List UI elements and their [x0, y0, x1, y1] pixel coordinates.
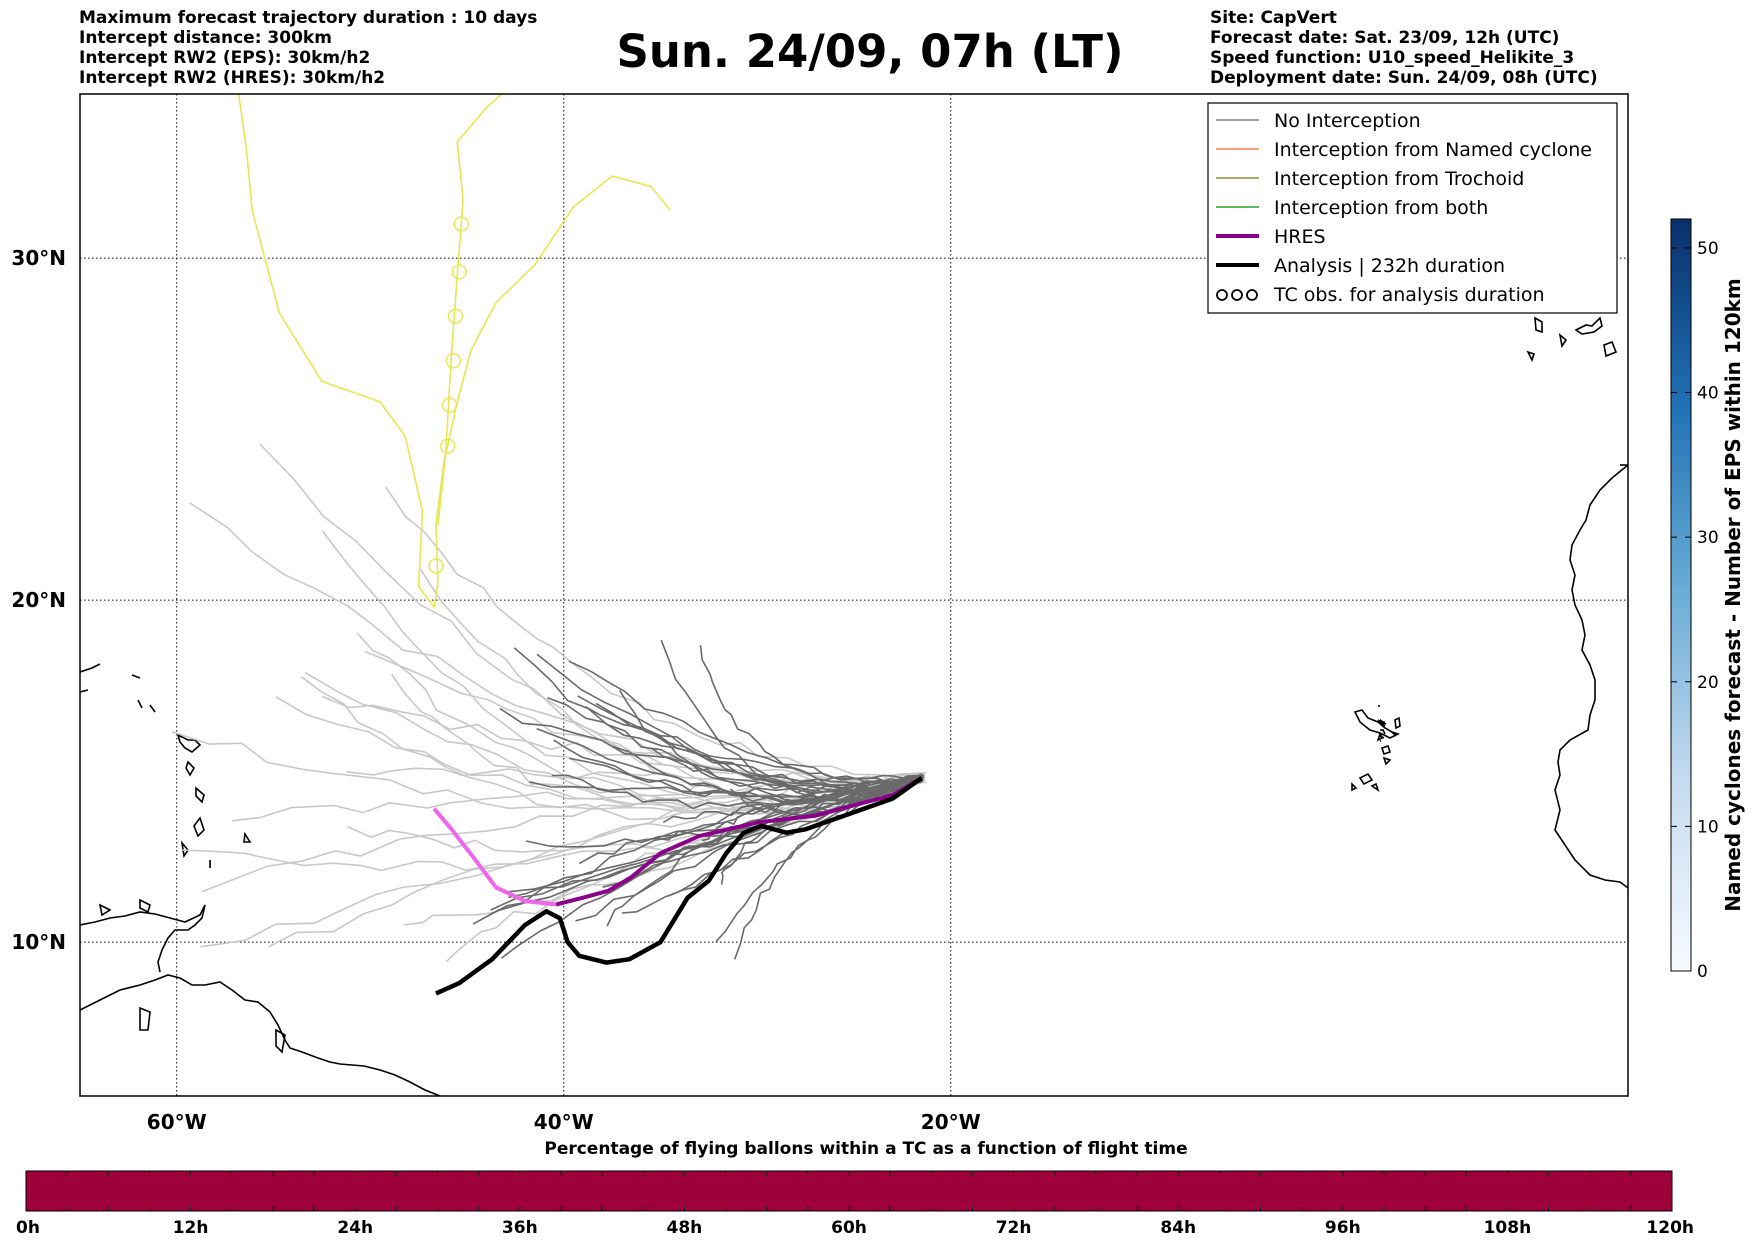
ensemble-track-no-interception [385, 486, 924, 784]
legend-loop-mark [1216, 289, 1228, 301]
coast-cv-islands-shapes [1380, 721, 1386, 735]
ensemble-track-no-interception [189, 502, 926, 785]
map-axis-labels: 60°W 40°W 20°W 10°N 20°N 30°N [11, 246, 980, 1134]
map-gridlines [80, 94, 1628, 1096]
map-title: Sun. 24/09, 07h (LT) [616, 25, 1124, 78]
header-line-max-duration: Maximum forecast trajectory duration : 1… [79, 8, 538, 28]
ensemble-track-near [699, 645, 925, 785]
trochoid-loop [439, 438, 456, 454]
trochoid-track [237, 94, 671, 609]
hres-track-extended [432, 807, 557, 907]
legend-box [1207, 102, 1618, 314]
header-line-forecast-date: Forecast date: Sat. 23/09, 12h (UTC) [1210, 28, 1560, 48]
map-frame [79, 93, 1629, 1097]
trochoid-loop [451, 264, 467, 280]
lat-tick-label: 30°N [11, 246, 66, 270]
colorbar-bottom-tick-label: 24h [337, 1218, 373, 1238]
colorbar-right-label: Named cyclones forecast - Number of EPS … [1721, 278, 1745, 912]
coastlines [80, 316, 1628, 1096]
colorbar-bottom: Percentage of flying ballons within a TC… [16, 1139, 1694, 1238]
ensemble-track-near [619, 689, 924, 799]
colorbar-bottom-title: Percentage of flying ballons within a TC… [544, 1139, 1187, 1159]
coast-south-america [80, 974, 441, 1096]
trochoid-loop [441, 397, 458, 413]
legend-label: No Interception [1274, 110, 1421, 132]
header-left-info: Maximum forecast trajectory duration : 1… [79, 8, 537, 88]
ensemble-track-near [499, 707, 921, 790]
legend-tc-obs-icon [1216, 289, 1258, 301]
header-line-rw2-hres: Intercept RW2 (HRES): 30km/h2 [79, 68, 386, 88]
colorbar-bottom-tick-label: 12h [173, 1218, 209, 1238]
colorbar-bottom-tick-label: 0h [16, 1218, 40, 1238]
ensemble-track-no-interception [300, 676, 922, 821]
colorbar-right-tick-label: 30 [1697, 528, 1719, 548]
colorbar-right-fill [1670, 218, 1692, 972]
ensemble-track-near [729, 774, 924, 813]
lon-tick-label: 60°W [147, 1110, 207, 1134]
colorbar-bottom-tick-label: 48h [667, 1218, 703, 1238]
ensemble-track-near [553, 739, 921, 800]
legend-label: Interception from Named cyclone [1274, 139, 1592, 161]
lon-tick-label: 20°W [921, 1110, 981, 1134]
colorbar-bottom-tick-label: 108h [1484, 1218, 1532, 1238]
coast-cv-main-islands [1351, 716, 1401, 792]
analysis-track [435, 776, 923, 996]
trajectory-layer [171, 94, 927, 996]
header-line-deployment-date: Deployment date: Sun. 24/09, 08h (UTC) [1210, 68, 1598, 88]
colorbar-bottom-tick-label: 84h [1160, 1218, 1196, 1238]
colorbar-right-tick-label: 20 [1697, 673, 1719, 693]
coast-islands-west [80, 663, 286, 1054]
ensemble-track-near [612, 745, 920, 803]
ensemble-track-near [472, 778, 924, 925]
header-line-site: Site: CapVert [1210, 8, 1337, 28]
trochoid-loop [428, 558, 444, 574]
header-line-rw2-eps: Intercept RW2 (EPS): 30km/h2 [79, 48, 371, 68]
colorbar-bottom-tick-label: 120h [1646, 1218, 1694, 1238]
legend-label: Interception from both [1274, 197, 1488, 219]
legend-label: Interception from Trochoid [1274, 168, 1524, 190]
trochoid-loop [453, 216, 469, 232]
colorbar-right: 0 10 20 30 40 50 Named cyclones forecast - Nu… [1670, 218, 1745, 982]
legend: No Interception Interception from Named c… [1207, 102, 1618, 314]
colorbar-right-tick-label: 10 [1697, 817, 1719, 837]
colorbar-bottom-tick-label: 96h [1325, 1218, 1361, 1238]
trochoid-loop [447, 308, 464, 324]
lat-tick-label: 20°N [11, 588, 66, 612]
header-right-info: Site: CapVert Forecast date: Sat. 23/09,… [1210, 8, 1598, 88]
ensemble-track-near [547, 697, 923, 786]
colorbar-bottom-tick-label: 36h [502, 1218, 538, 1238]
ensemble-track-near [485, 777, 921, 918]
lon-tick-label: 40°W [534, 1110, 594, 1134]
coast-caribbean-arc [80, 904, 206, 973]
lat-tick-label: 10°N [11, 930, 66, 954]
colorbar-right-tick-label: 40 [1697, 384, 1719, 404]
colorbar-bottom-tick-label: 60h [831, 1218, 867, 1238]
hres-track [555, 776, 923, 907]
trochoid-loop [445, 353, 462, 369]
legend-label: Analysis | 232h duration [1274, 255, 1505, 277]
ensemble-track-no-interception [275, 696, 920, 814]
coast-canary-islands [1526, 316, 1618, 363]
legend-loop-mark [1231, 289, 1243, 301]
legend-label: HRES [1274, 226, 1326, 248]
colorbar-bottom-tick-label: 72h [996, 1218, 1032, 1238]
ensemble-track-no-interception [268, 773, 922, 948]
legend-loop-mark [1246, 289, 1258, 301]
colorbar-right-tick-label: 50 [1697, 239, 1719, 259]
ensemble-track-near [551, 774, 923, 810]
colorbar-right-tick-label: 0 [1697, 962, 1708, 982]
colorbar-bottom-fill [25, 1170, 1673, 1212]
legend-label: TC obs. for analysis duration [1273, 284, 1545, 306]
header-line-speed-function: Speed function: U10_speed_Helikite_3 [1210, 48, 1575, 68]
header-line-intercept-distance: Intercept distance: 300km [79, 28, 332, 48]
trochoid-track-branch [437, 94, 503, 525]
ensemble-track-near [508, 780, 920, 899]
ensemble-track-near [602, 776, 921, 888]
coast-africa [1554, 464, 1628, 889]
